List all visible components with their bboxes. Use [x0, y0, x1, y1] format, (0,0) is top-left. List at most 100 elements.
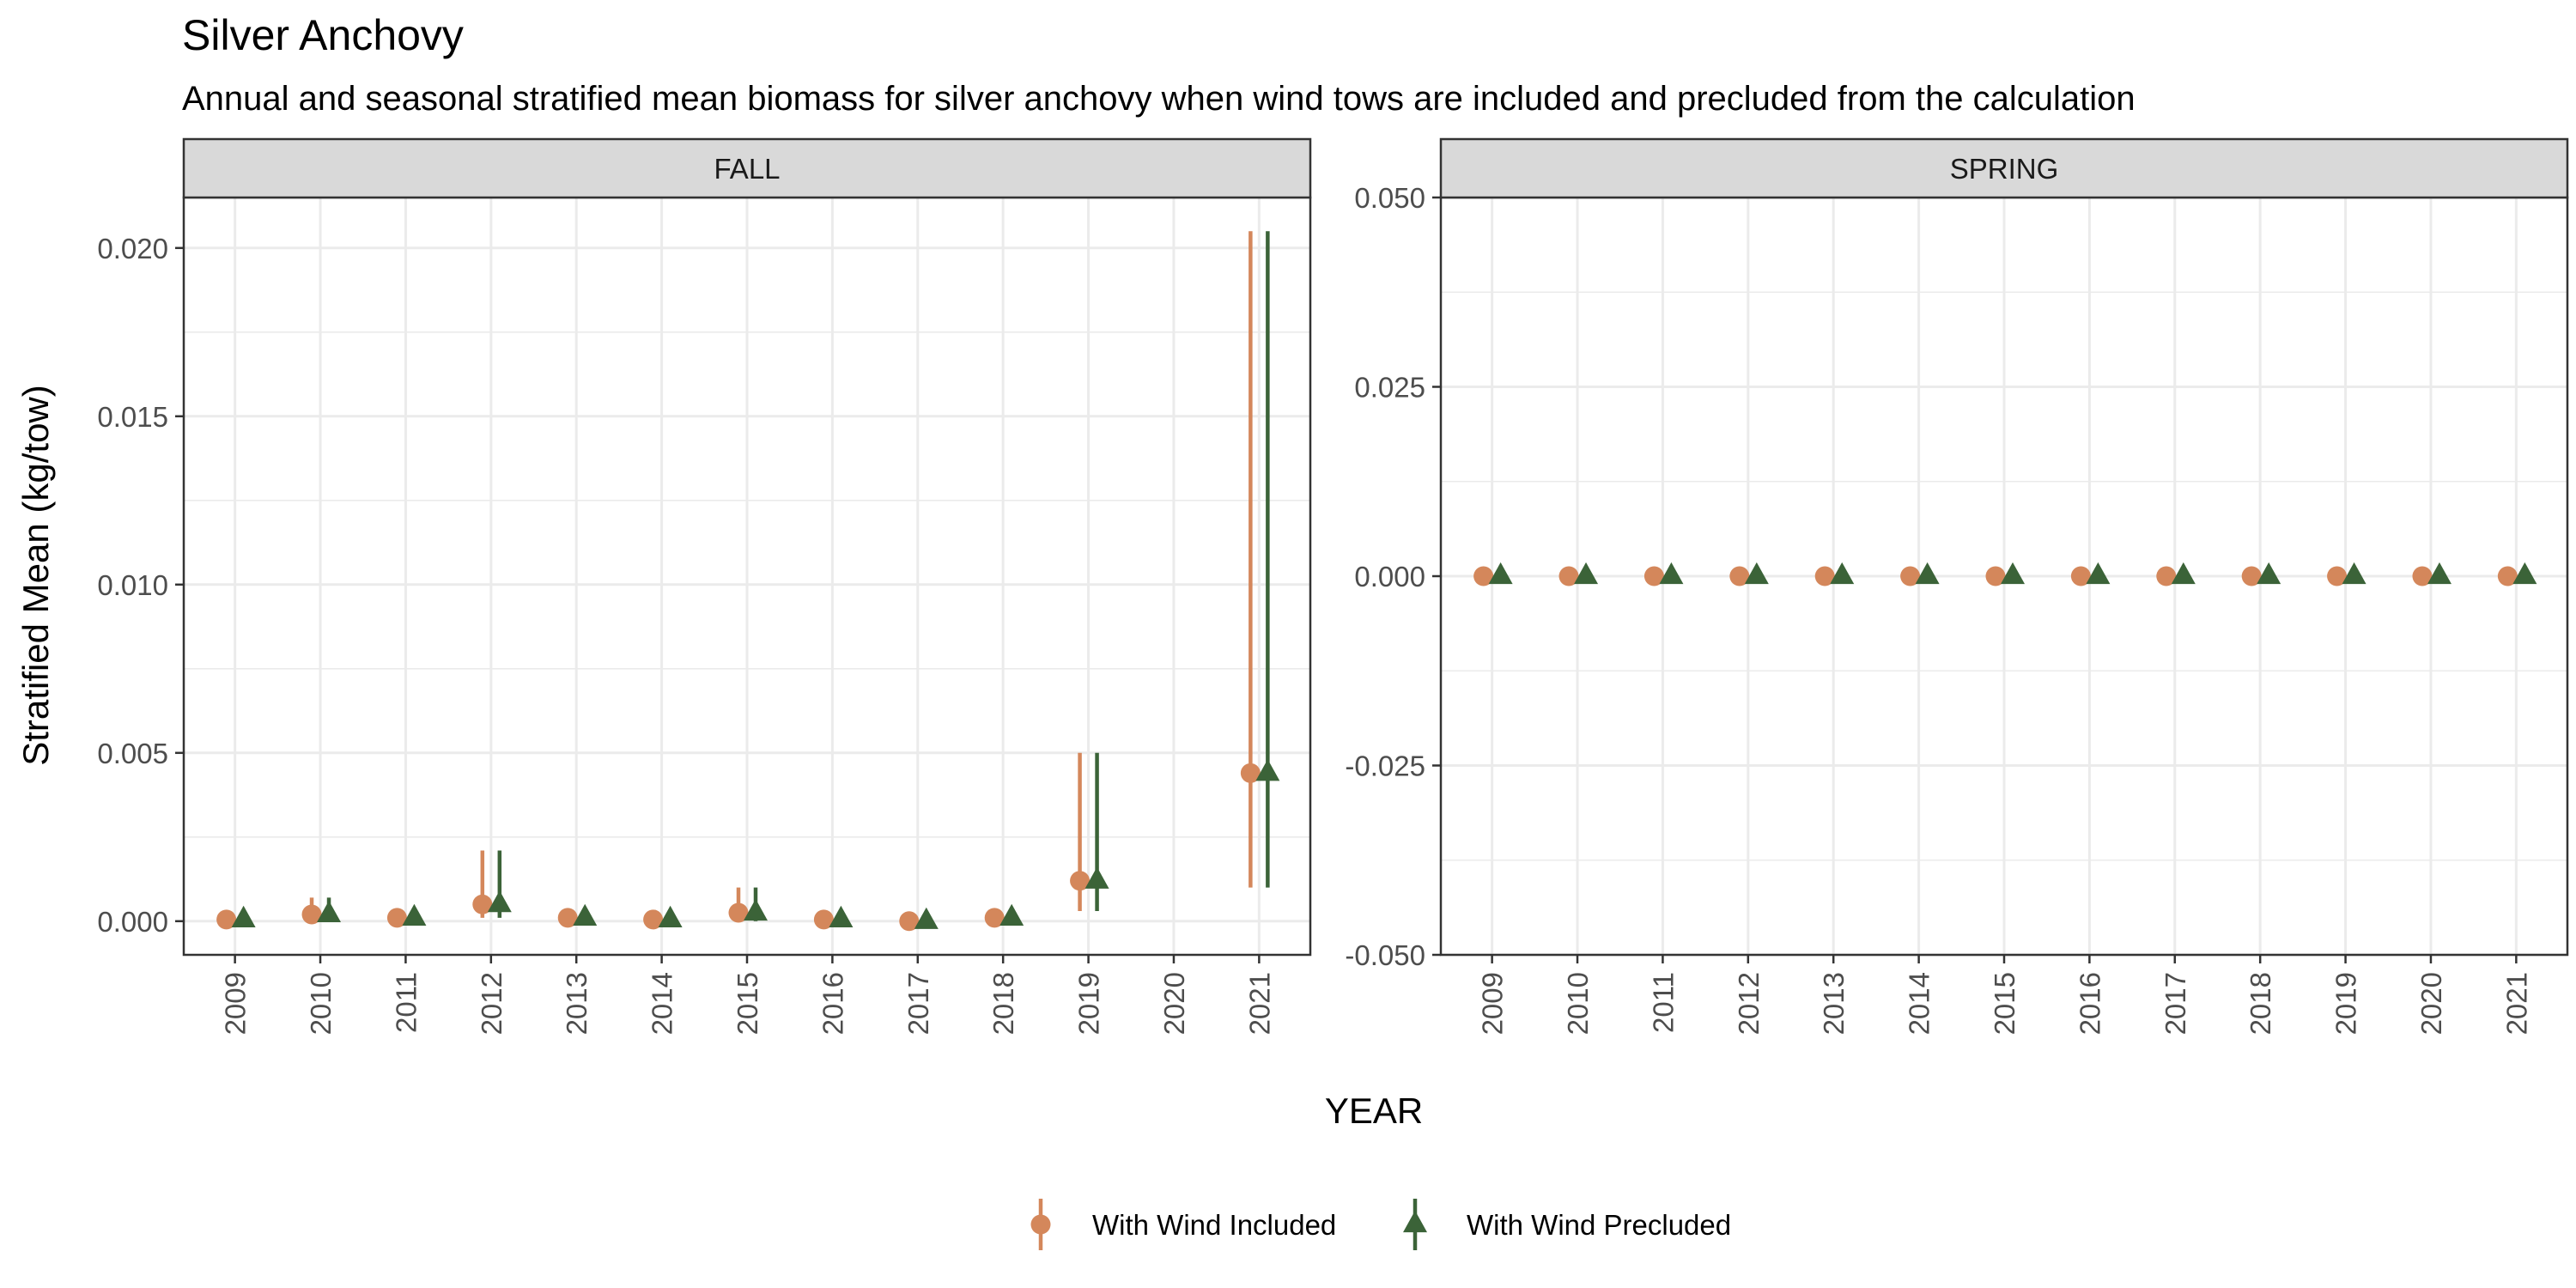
y-tick-label: -0.025 [1345, 750, 1425, 782]
data-point [2086, 562, 2111, 585]
panel-spring: -0.050 -0.025 0.000 0.025 0.050 2009 2010 2011 2… [1345, 137, 2569, 1035]
data-point [317, 900, 342, 923]
data-point [1729, 566, 1750, 586]
y-tick-label: 0.005 [97, 738, 168, 769]
data-point [2427, 562, 2451, 585]
data-point [231, 905, 256, 927]
x-tick-label: 2017 [2160, 972, 2191, 1035]
data-point [914, 907, 939, 929]
y-tick-label: 0.000 [1354, 561, 1425, 592]
data-point [1744, 562, 1769, 585]
data-point [658, 905, 683, 927]
legend: With Wind Included With Wind Precluded [1030, 1199, 1731, 1250]
y-tick-label: 0.000 [97, 906, 168, 938]
data-point [1255, 759, 1280, 781]
x-tick-label: 2010 [1562, 972, 1594, 1035]
data-point [573, 903, 598, 926]
data-point [301, 904, 322, 925]
data-point [2327, 566, 2348, 586]
data-point [728, 902, 749, 923]
data-point [999, 903, 1024, 926]
data-point [2001, 562, 2025, 585]
data-point [1814, 566, 1835, 586]
data-point [487, 890, 512, 913]
data-point [813, 909, 834, 930]
x-tick-label: 2011 [1647, 972, 1679, 1033]
data-point [1488, 562, 1513, 585]
data-point [1900, 566, 1921, 586]
legend-key-marker [1403, 1210, 1427, 1233]
x-tick-label: 2012 [1733, 972, 1765, 1035]
x-tick-label: 2018 [2245, 972, 2276, 1035]
panel-fall: 0.000 0.005 0.010 0.015 0.020 2009 2010 2011 201… [97, 137, 1312, 1035]
data-point [1915, 562, 1940, 585]
data-point [1558, 566, 1579, 586]
y-tick-label: 0.050 [1354, 182, 1425, 214]
data-point [557, 908, 578, 928]
series-wind-precluded [1488, 562, 2537, 585]
legend-entry-wind-precluded: With Wind Precluded [1403, 1199, 1731, 1250]
data-point [1643, 566, 1664, 586]
x-tick-label: 2013 [1818, 972, 1850, 1035]
y-tick-label: 0.025 [1354, 372, 1425, 404]
x-tick-label: 2018 [987, 972, 1019, 1035]
data-point [2342, 562, 2366, 585]
x-tick-label: 2020 [1158, 972, 1190, 1035]
x-tick-label: 2017 [902, 972, 934, 1035]
x-tick-label: 2021 [2500, 972, 2532, 1035]
x-tick-label: 2015 [732, 972, 763, 1035]
x-tick-label: 2009 [220, 972, 252, 1035]
data-point [1985, 566, 2006, 586]
series-wind-precluded [231, 231, 1280, 929]
data-point [899, 911, 920, 932]
x-tick-label: 2014 [647, 972, 678, 1035]
data-point [1070, 871, 1091, 891]
data-point [1574, 562, 1599, 585]
data-point [829, 905, 854, 927]
y-tick-label: 0.010 [97, 569, 168, 601]
x-tick-label: 2014 [1904, 972, 1935, 1035]
data-point [402, 903, 427, 926]
facet-strip [182, 137, 1312, 199]
data-point [2241, 566, 2262, 586]
legend-entry-wind-included: With Wind Included [1030, 1199, 1336, 1250]
data-point [2156, 566, 2177, 586]
chart-subtitle: Annual and seasonal stratified mean biom… [182, 80, 2136, 118]
facet-label: SPRING [1950, 153, 2059, 185]
y-axis-title: Stratified Mean (kg/tow) [15, 385, 56, 766]
data-point [2512, 562, 2537, 585]
data-point [2412, 566, 2433, 586]
y-tick-label: -0.050 [1345, 939, 1425, 971]
x-tick-label: 2009 [1477, 972, 1509, 1035]
data-point [1659, 562, 1684, 585]
facet-strip [1439, 137, 2569, 199]
data-point [2257, 562, 2281, 585]
facet-panels: 0.000 0.005 0.010 0.015 0.020 2009 2010 2011 201… [97, 137, 2569, 1035]
data-point [984, 908, 1005, 928]
data-point [2070, 566, 2091, 586]
x-tick-label: 2013 [561, 972, 592, 1035]
data-point [1473, 566, 1494, 586]
y-tick-label: 0.020 [97, 233, 168, 264]
x-tick-label: 2021 [1243, 972, 1275, 1035]
x-tick-label: 2019 [2330, 972, 2362, 1035]
x-tick-label: 2020 [2415, 972, 2447, 1035]
data-point [1084, 866, 1109, 889]
data-point [643, 909, 664, 930]
data-point [1830, 562, 1855, 585]
chart-title: Silver Anchovy [182, 11, 464, 59]
x-tick-label: 2012 [476, 972, 507, 1035]
data-point [386, 908, 407, 928]
data-point [2497, 566, 2518, 586]
x-tick-label: 2019 [1073, 972, 1105, 1035]
data-point [1240, 762, 1261, 783]
legend-label: With Wind Precluded [1467, 1209, 1731, 1241]
data-point [472, 894, 493, 914]
y-tick-label: 0.015 [97, 401, 168, 433]
x-tick-label: 2015 [1989, 972, 2020, 1035]
facet-label: FALL [714, 153, 780, 185]
x-tick-label: 2016 [817, 972, 848, 1035]
legend-key-marker [1030, 1214, 1051, 1235]
x-axis-title: YEAR [1325, 1091, 1423, 1131]
